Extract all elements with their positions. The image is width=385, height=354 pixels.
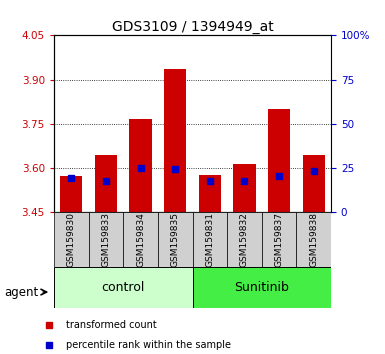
Bar <box>192 267 331 308</box>
Bar <box>164 69 186 212</box>
Bar <box>296 212 331 267</box>
Text: control: control <box>102 281 145 294</box>
Text: GSM159834: GSM159834 <box>136 212 145 267</box>
Bar <box>199 175 221 212</box>
Bar <box>89 212 123 267</box>
Text: GSM159831: GSM159831 <box>205 212 214 267</box>
Title: GDS3109 / 1394949_at: GDS3109 / 1394949_at <box>112 21 273 34</box>
Bar <box>54 212 89 267</box>
Text: agent: agent <box>4 286 38 298</box>
Text: GSM159832: GSM159832 <box>240 212 249 267</box>
Bar <box>233 164 256 212</box>
Bar <box>268 109 290 212</box>
Bar <box>227 212 262 267</box>
Bar <box>123 212 158 267</box>
Text: GSM159833: GSM159833 <box>101 212 110 267</box>
Bar <box>192 212 227 267</box>
Bar <box>303 155 325 212</box>
Bar <box>60 176 82 212</box>
Text: Sunitinib: Sunitinib <box>234 281 289 294</box>
Text: GSM159830: GSM159830 <box>67 212 76 267</box>
Text: GSM159838: GSM159838 <box>309 212 318 267</box>
Bar <box>129 119 152 212</box>
Bar <box>95 155 117 212</box>
Bar <box>262 212 296 267</box>
Text: GSM159837: GSM159837 <box>275 212 284 267</box>
Bar <box>54 267 192 308</box>
Text: GSM159835: GSM159835 <box>171 212 180 267</box>
Bar <box>158 212 192 267</box>
Text: transformed count: transformed count <box>66 320 157 330</box>
Text: percentile rank within the sample: percentile rank within the sample <box>66 340 231 350</box>
